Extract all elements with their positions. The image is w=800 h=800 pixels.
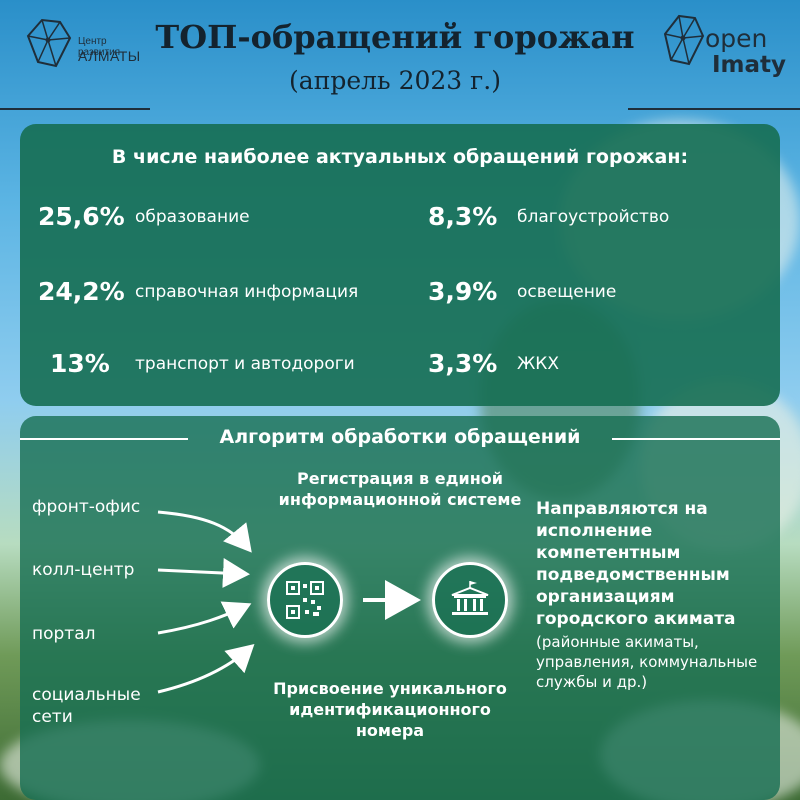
stat-label: благоустройство — [517, 207, 670, 227]
top-topics-heading: В числе наиболее актуальных обращений го… — [111, 146, 689, 168]
page-subtitle: (апрель 2023 г.) — [289, 66, 501, 95]
arrow-from-social — [157, 643, 255, 694]
stat-label: справочная информация — [135, 282, 359, 302]
stat-percent: 24,2% — [38, 277, 125, 306]
arrow-from-call-center — [157, 558, 250, 589]
logo-right-line2: Imaty — [712, 52, 787, 78]
diamond-logo-icon — [26, 18, 72, 68]
qr-code-icon — [286, 581, 324, 619]
stat-percent: 25,6% — [38, 202, 125, 231]
stat-item: 8,3% благоустройство — [400, 202, 780, 236]
stat-label: освещение — [517, 282, 617, 302]
stat-label: образование — [135, 207, 250, 227]
heading-divider-right — [612, 438, 780, 440]
source-call-center: колл-центр — [32, 560, 135, 580]
open-almaty-logo: open Imaty — [655, 10, 790, 80]
result-block: Направляются на исполнение компетентным … — [536, 498, 776, 692]
stat-label: транспорт и автодороги — [135, 354, 355, 374]
almaty-development-center-logo: Центр развития АЛМАТЫ — [20, 14, 150, 74]
stat-item: 24,2% справочная информация — [20, 277, 400, 311]
stat-item: 3,3% ЖКХ — [400, 349, 780, 383]
stat-item: 13% транспорт и автодороги — [20, 349, 400, 383]
algorithm-heading: Алгоритм обработки обращений — [219, 426, 581, 448]
qr-step-circle — [267, 562, 343, 638]
source-social-networks: социальные сети — [32, 685, 141, 727]
stat-percent: 3,3% — [428, 349, 498, 378]
stat-item: 3,9% освещение — [400, 277, 780, 311]
government-building-icon — [451, 581, 489, 615]
arrow-from-front-office — [157, 510, 252, 553]
source-portal: портал — [32, 624, 96, 644]
header: Центр развития АЛМАТЫ ТОП-обращений горо… — [0, 0, 800, 112]
heading-divider-left — [20, 438, 188, 440]
stat-percent: 13% — [50, 349, 110, 378]
step-registration: Регистрация в единой информационной сист… — [278, 469, 522, 509]
stat-percent: 8,3% — [428, 202, 498, 231]
stat-percent: 3,9% — [428, 277, 498, 306]
result-note: (районные акиматы, управления, коммуналь… — [536, 633, 758, 691]
logo-right-line1: open — [705, 24, 768, 53]
stat-label: ЖКХ — [517, 354, 560, 374]
logo-left-line1: Центр развития — [78, 36, 121, 58]
page-title: ТОП-обращений горожан — [155, 18, 635, 56]
stat-item: 25,6% образование — [20, 202, 400, 236]
result-main: Направляются на исполнение компетентным … — [536, 499, 736, 629]
header-divider-right — [628, 108, 800, 110]
akimat-step-circle — [432, 562, 508, 638]
header-divider-left — [0, 108, 150, 110]
top-topics-panel: В числе наиболее актуальных обращений го… — [20, 124, 780, 406]
logo-left-line2: АЛМАТЫ — [78, 48, 141, 64]
diamond-logo-icon — [663, 14, 705, 66]
arrow-from-portal — [157, 601, 252, 635]
flow-arrows — [157, 510, 421, 694]
step-assign-id: Присвоение уникального идентификационног… — [273, 679, 507, 740]
algorithm-panel: Алгоритм обработки обращений фронт-офис … — [20, 416, 780, 800]
source-front-office: фронт-офис — [32, 497, 141, 517]
